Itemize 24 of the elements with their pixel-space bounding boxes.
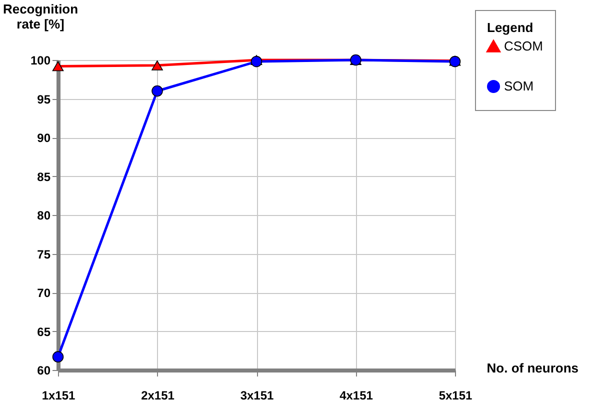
x-tick-label: 4x151	[340, 388, 374, 402]
x-tick-label: 2x151	[141, 388, 175, 402]
y-tick-label: 100	[30, 54, 51, 68]
y-tick-label: 75	[37, 247, 51, 262]
y-tick-label: 65	[37, 324, 51, 339]
x-tick-label: 1x151	[42, 388, 76, 402]
point	[52, 351, 64, 362]
point	[250, 56, 262, 68]
x-axis-title: No. of neurons	[486, 360, 578, 376]
y-tick-label: 80	[37, 208, 51, 222]
legend-label: SOM	[504, 78, 534, 94]
y-tick-label: 60	[37, 364, 51, 378]
y-axis-title: Recognition rate [%]	[2, 2, 78, 32]
y-tick-label: 70	[37, 286, 51, 300]
x-tick-label: 5x151	[438, 388, 473, 402]
point	[52, 61, 64, 72]
point	[152, 60, 163, 70]
point	[152, 85, 163, 97]
y-tick-label: 90	[37, 131, 51, 145]
y-tick-label: 95	[37, 92, 51, 106]
x-tick-label: 3x151	[240, 388, 274, 402]
legend-title: Legend	[487, 20, 534, 35]
legend-label: CSOM	[504, 38, 543, 54]
y-tick-label: 85	[37, 170, 51, 184]
